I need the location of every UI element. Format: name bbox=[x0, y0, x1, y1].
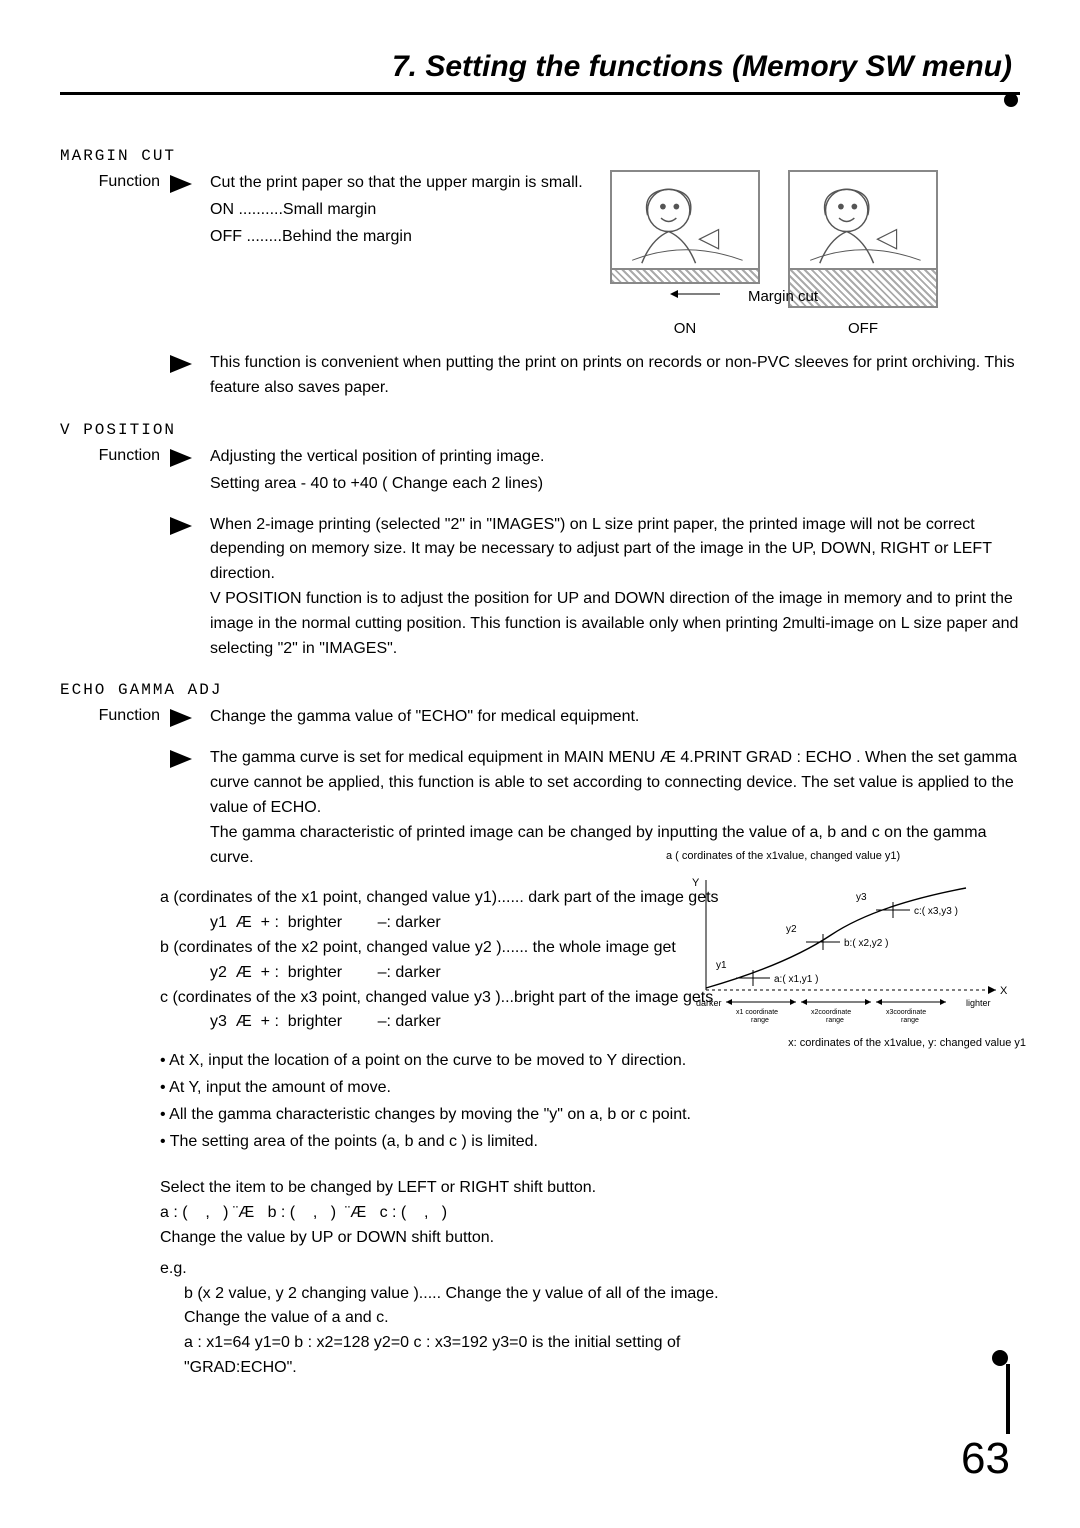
graph-darker: darker bbox=[696, 998, 722, 1008]
vpos-fn-text2: Setting area - 40 to +40 ( Change each 2… bbox=[210, 472, 1020, 497]
echo-eg1: b (x 2 value, y 2 changing value )..... … bbox=[184, 1282, 720, 1307]
page-number: 63 bbox=[961, 1434, 1010, 1484]
svg-text:range: range bbox=[751, 1017, 769, 1024]
graph-b-lbl: b:( x2,y2 ) bbox=[844, 938, 888, 949]
echo-function-row: Function Change the gamma value of "ECHO… bbox=[60, 705, 1020, 732]
echo-line-c: c (cordinates of the x3 point, changed v… bbox=[160, 986, 720, 1011]
echo-bullet4: • The setting area of the points (a, b a… bbox=[160, 1130, 720, 1155]
svg-text:range: range bbox=[901, 1017, 919, 1024]
echo-select-line: Select the item to be changed by LEFT or… bbox=[160, 1176, 720, 1201]
fig-off-label: OFF bbox=[848, 320, 878, 337]
vposition-heading: V POSITION bbox=[60, 421, 1020, 439]
graph-a-lbl: a:( x1,y1 ) bbox=[774, 974, 818, 985]
echo-bullet2: • At Y, input the amount of move. bbox=[160, 1076, 720, 1101]
title-dot-row bbox=[60, 101, 1020, 107]
graph-caption-bot: x: cordinates of the x1value, y: changed… bbox=[666, 1037, 1026, 1049]
chapter-title: 7. Setting the functions (Memory SW menu… bbox=[60, 50, 1020, 84]
function-label: Function bbox=[60, 445, 170, 465]
vpos-note: When 2-image printing (selected "2" in "… bbox=[210, 513, 1020, 662]
graph-range3: x3coordinate bbox=[886, 1009, 926, 1016]
echo-line-b: b (cordinates of the x2 point, changed v… bbox=[160, 936, 720, 961]
margin-cut-arrow-icon bbox=[670, 284, 730, 304]
margin-cut-note-row: This function is convenient when putting… bbox=[60, 351, 1020, 403]
echo-eg3: a : x1=64 y1=0 b : x2=128 y2=0 c : x3=19… bbox=[184, 1331, 720, 1381]
margin-cut-heading: MARGIN CUT bbox=[60, 147, 1020, 165]
echo-change-line: Change the value by UP or DOWN shift but… bbox=[160, 1226, 720, 1251]
fig-on-label: ON bbox=[674, 320, 697, 337]
graph-lighter: lighter bbox=[966, 998, 991, 1008]
function-label: Function bbox=[60, 171, 170, 191]
echo-fn-text: Change the gamma value of "ECHO" for med… bbox=[210, 705, 1020, 730]
vposition-function-row: Function Adjusting the vertical position… bbox=[60, 445, 1020, 499]
echo-line-c2: y3 Æ + : brighter –: darker bbox=[210, 1010, 720, 1035]
arrow-icon bbox=[170, 175, 192, 193]
graph-caption-top: a ( cordinates of the x1value, changed v… bbox=[666, 850, 1026, 862]
echo-bullet3: • All the gamma characteristic changes b… bbox=[160, 1103, 720, 1128]
function-label: Function bbox=[60, 705, 170, 725]
vpos-fn-text1: Adjusting the vertical position of print… bbox=[210, 445, 1020, 470]
fig-on: ON bbox=[610, 170, 760, 337]
arrow-icon bbox=[170, 709, 192, 727]
graph-range2: x2coordinate bbox=[811, 1009, 851, 1016]
gamma-graph: a ( cordinates of the x1value, changed v… bbox=[666, 850, 1026, 1049]
arrow-icon bbox=[170, 449, 192, 467]
echo-eg2: Change the value of a and c. bbox=[184, 1306, 720, 1331]
echo-gamma-heading: ECHO GAMMA ADJ bbox=[60, 681, 1020, 699]
arrow-icon bbox=[170, 355, 192, 373]
illustration-off bbox=[788, 170, 938, 270]
graph-y1: y1 bbox=[716, 960, 727, 971]
graph-range1: x1 coordinate bbox=[736, 1009, 778, 1016]
graph-x-label: X bbox=[1000, 985, 1008, 997]
graph-c-lbl: c:( x3,y3 ) bbox=[914, 906, 958, 917]
margin-cut-figures: ON OFF bbox=[610, 170, 1010, 337]
vposition-note-row: When 2-image printing (selected "2" in "… bbox=[60, 513, 1020, 664]
echo-bullet1: • At X, input the location of a point on… bbox=[160, 1049, 720, 1074]
echo-abc-line: a : ( , ) ¨Æ b : ( , ) ¨Æ c : ( , ) bbox=[160, 1201, 720, 1226]
echo-eg: e.g. bbox=[160, 1257, 720, 1282]
margin-cut-note: This function is convenient when putting… bbox=[210, 351, 1020, 401]
arrow-icon bbox=[170, 517, 192, 535]
graph-y-label: Y bbox=[692, 877, 700, 889]
arrow-icon bbox=[170, 750, 192, 768]
margin-strip-small bbox=[610, 270, 760, 284]
fig-off: OFF bbox=[788, 170, 938, 337]
graph-y2: y2 bbox=[786, 924, 797, 935]
margin-cut-caption: Margin cut bbox=[748, 288, 818, 305]
graph-y3: y3 bbox=[856, 892, 867, 903]
svg-text:range: range bbox=[826, 1017, 844, 1024]
page-number-ornament: 63 bbox=[961, 1350, 1010, 1484]
echo-line-a: a (cordinates of the x1 point, changed v… bbox=[160, 886, 720, 911]
echo-line-a2: y1 Æ + : brighter –: darker bbox=[210, 911, 720, 936]
echo-line-b2: y2 Æ + : brighter –: darker bbox=[210, 961, 720, 986]
echo-abc-block: a (cordinates of the x1 point, changed v… bbox=[160, 886, 720, 1380]
illustration-on bbox=[610, 170, 760, 270]
title-rule bbox=[60, 92, 1020, 95]
